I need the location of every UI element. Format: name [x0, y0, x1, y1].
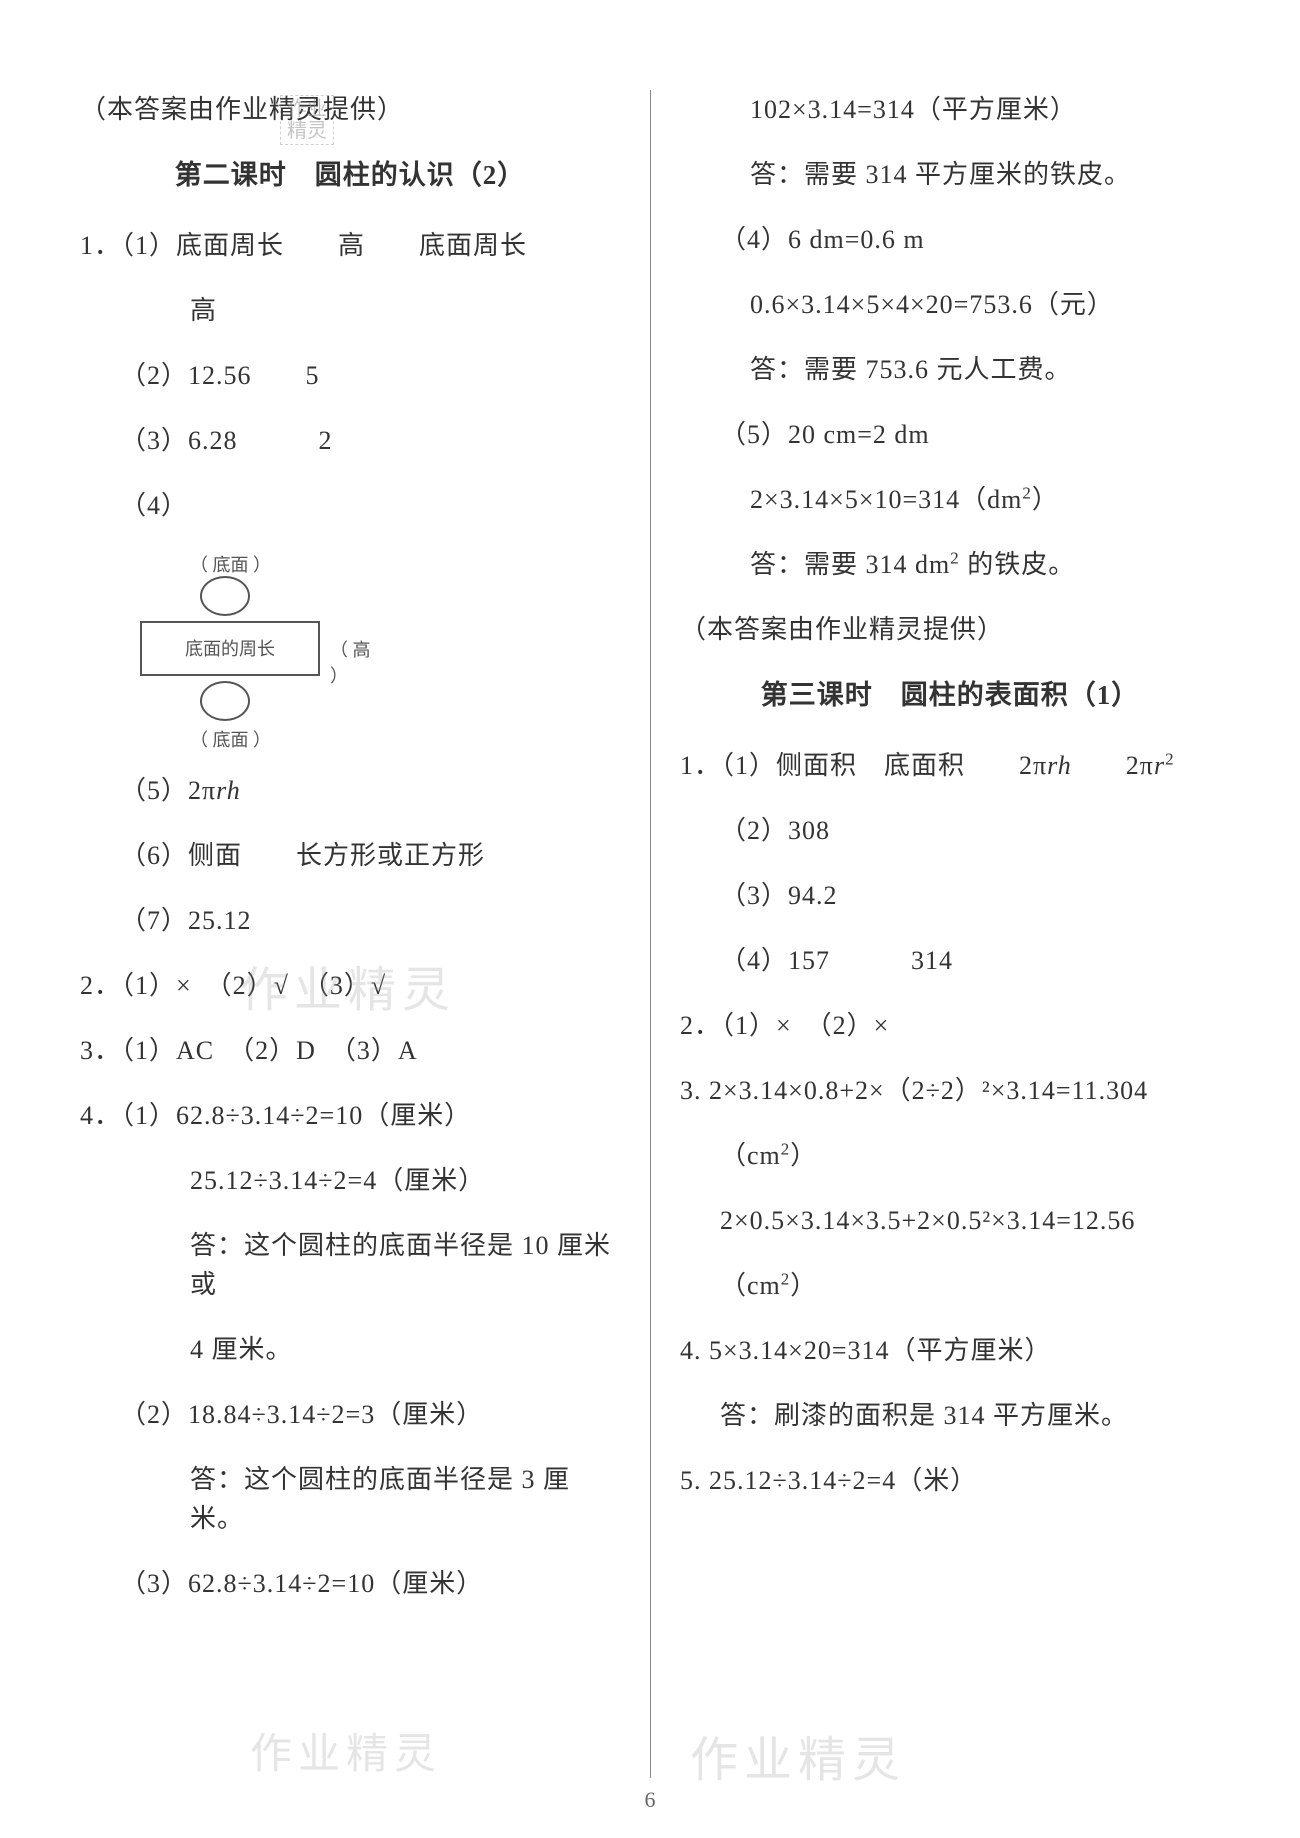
provider-note: （本答案由作业精灵提供）	[80, 90, 620, 129]
superscript: 2	[781, 1269, 790, 1288]
answer-line: 2×3.14×5×10=314（dm2）	[680, 480, 1220, 519]
formula-var: rh	[216, 776, 241, 805]
right-column: 102×3.14=314（平方厘米） 答：需要 314 平方厘米的铁皮。 （4）…	[650, 90, 1250, 1798]
answer-line: 102×3.14=314（平方厘米）	[680, 90, 1220, 129]
answer-line: （2）18.84÷3.14÷2=3（厘米）	[80, 1395, 620, 1434]
text: 2×3.14×5×10=314（dm	[750, 485, 1022, 514]
left-column: （本答案由作业精灵提供） 第二课时 圆柱的认识（2） 1．（1）底面周长 高 底…	[50, 90, 650, 1798]
diagram-label-top: （ 底面 ）	[190, 551, 271, 577]
answer-line: （3）62.8÷3.14÷2=10（厘米）	[80, 1564, 620, 1603]
answer-line: （cm2）	[680, 1266, 1220, 1305]
answer-line: （3）6.28 2	[80, 421, 620, 460]
answer-line: 答：需要 314 平方厘米的铁皮。	[680, 155, 1220, 194]
diagram-top-circle	[200, 576, 250, 616]
diagram-bottom-circle	[200, 681, 250, 721]
answer-line: 答：这个圆柱的底面半径是 10 厘米或	[80, 1226, 620, 1304]
stamp-watermark: 作业 精灵	[280, 95, 334, 145]
answer-line: （4）6 dm=0.6 m	[680, 220, 1220, 259]
lesson-title: 第三课时 圆柱的表面积（1）	[680, 675, 1220, 716]
cylinder-unfold-diagram: （ 底面 ） 底面的周长 （ 高 ） （ 底面 ）	[120, 551, 380, 751]
answer-line: 高	[80, 291, 620, 330]
stamp-line: 作业	[287, 98, 327, 120]
text: 答：需要 314 dm	[750, 550, 950, 579]
answer-line: （4）	[80, 486, 620, 525]
provider-note: （本答案由作业精灵提供）	[680, 610, 1220, 649]
diagram-label-right: （ 高 ）	[330, 636, 380, 688]
text: （cm	[720, 1271, 781, 1300]
answer-line: （cm2）	[680, 1136, 1220, 1175]
lesson-title: 第二课时 圆柱的认识（2）	[80, 155, 620, 196]
answer-line: （2）12.56 5	[80, 356, 620, 395]
answer-line: （2）308	[680, 811, 1220, 850]
answer-line: 2．（1）× （2）√ （3）√	[80, 966, 620, 1005]
superscript: 2	[1165, 749, 1174, 768]
answer-line: （4）157 314	[680, 941, 1220, 980]
diagram-label-bottom: （ 底面 ）	[190, 726, 271, 752]
text: ）	[790, 1141, 817, 1170]
answer-line: 答：需要 753.6 元人工费。	[680, 350, 1220, 389]
answer-line: 1．（1）底面周长 高 底面周长	[80, 226, 620, 265]
answer-line: 1．（1）侧面积 底面积 2πrh 2πr2	[680, 746, 1220, 785]
answer-line: 2．（1）× （2）×	[680, 1006, 1220, 1045]
answer-line: （7）25.12	[80, 901, 620, 940]
text: （5）2π	[120, 776, 216, 805]
superscript: 2	[1022, 483, 1031, 502]
answer-line: （3）94.2	[680, 876, 1220, 915]
page-number: 6	[645, 1787, 656, 1813]
superscript: 2	[950, 548, 959, 567]
text: 2π	[1072, 751, 1154, 780]
answer-line: 4 厘米。	[80, 1330, 620, 1369]
diagram-rect-label: 底面的周长	[185, 635, 275, 661]
answer-line: （5）2πrh	[80, 771, 620, 810]
worksheet-page: 作业 精灵 作业精灵 作业精灵 作业精灵 （本答案由作业精灵提供） 第二课时 圆…	[0, 0, 1300, 1838]
text: ）	[1032, 485, 1059, 514]
answer-line: 4．（1）62.8÷3.14÷2=10（厘米）	[80, 1096, 620, 1135]
diagram-rect: 底面的周长	[140, 621, 320, 676]
answer-line: 5. 25.12÷3.14÷2=4（米）	[680, 1461, 1220, 1500]
answer-line: 答：需要 314 dm2 的铁皮。	[680, 545, 1220, 584]
answer-line: 2×0.5×3.14×3.5+2×0.5²×3.14=12.56	[680, 1201, 1220, 1240]
text: ）	[790, 1271, 817, 1300]
stamp-line: 精灵	[287, 120, 327, 142]
formula-var: rh	[1047, 751, 1072, 780]
superscript: 2	[781, 1139, 790, 1158]
answer-line: 答：刷漆的面积是 314 平方厘米。	[680, 1396, 1220, 1435]
formula-var: r	[1154, 751, 1165, 780]
answer-line: 0.6×3.14×5×4×20=753.6（元）	[680, 285, 1220, 324]
answer-line: 3. 2×3.14×0.8+2×（2÷2）²×3.14=11.304	[680, 1071, 1220, 1110]
column-divider	[650, 90, 651, 1778]
answer-line: 3．（1）AC （2）D （3）A	[80, 1031, 620, 1070]
text: 1．（1）侧面积 底面积 2π	[680, 751, 1047, 780]
answer-line: 4. 5×3.14×20=314（平方厘米）	[680, 1331, 1220, 1370]
answer-line: 答：这个圆柱的底面半径是 3 厘米。	[80, 1460, 620, 1538]
text: 的铁皮。	[960, 550, 1076, 579]
answer-line: （6）侧面 长方形或正方形	[80, 836, 620, 875]
answer-line: 25.12÷3.14÷2=4（厘米）	[80, 1161, 620, 1200]
answer-line: （5）20 cm=2 dm	[680, 415, 1220, 454]
text: （cm	[720, 1141, 781, 1170]
